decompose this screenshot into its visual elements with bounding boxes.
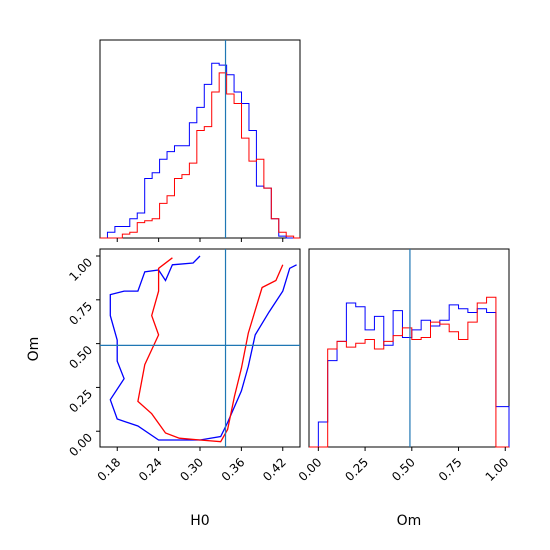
h0-tick-label-3: 0.36 [219,455,248,484]
om-y-axis-label: Om [26,337,42,362]
joint-contour-frame [99,248,301,448]
om-histogram-panel [308,248,510,448]
om-x-tick-label-2: 0.50 [389,455,418,484]
joint-contour-panel [99,248,301,448]
om-y-tick-label-2: 0.50 [66,343,95,372]
om-x-axis-label: Om [397,513,422,529]
h0-histogram-frame [99,39,301,239]
h0-histogram-panel [99,39,301,239]
om-y-tick-label-0: 1.00 [66,255,95,284]
h0-tick-label-1: 0.24 [136,455,165,484]
h0-tick-label-4: 0.42 [260,455,289,484]
h0-histogram-series-1 [100,72,300,239]
h0-axis-label: H0 [190,513,209,529]
om-x-tick-label-3: 0.75 [436,455,465,484]
h0-tick-label-0: 0.18 [95,455,124,484]
joint-contour-inner [137,257,284,443]
om-histogram-series-0 [309,302,510,448]
om-y-tick-label-1: 0.75 [66,299,95,328]
om-histogram-series-1 [309,296,509,448]
h0-tick-label-2: 0.30 [177,455,206,484]
om-y-tick-label-3: 0.25 [66,387,95,416]
h0-histogram-series-0 [100,62,300,239]
om-y-tick-label-4: 0.00 [66,430,95,459]
om-histogram-frame [308,248,510,448]
om-x-tick-label-0: 0.00 [296,455,325,484]
om-x-tick-label-4: 1.00 [483,455,512,484]
om-x-tick-label-1: 0.25 [342,455,371,484]
